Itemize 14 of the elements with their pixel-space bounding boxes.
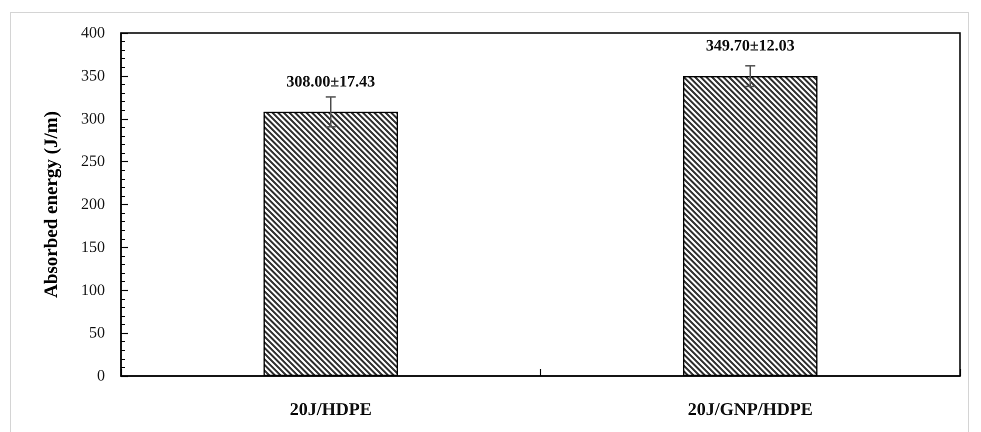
y-tick-label: 350 [81, 67, 105, 84]
y-tick-label: 100 [81, 282, 105, 299]
y-tick-label: 300 [81, 110, 105, 128]
y-axis-title: Absorbed energy (J/m) [41, 111, 62, 298]
y-tick-label: 150 [81, 238, 105, 256]
data-label: 349.70±12.03 [706, 38, 795, 55]
y-tick-label: 250 [81, 153, 105, 170]
y-tick-label: 400 [81, 24, 105, 42]
y-tick-label: 0 [97, 368, 105, 384]
data-label: 308.00±17.43 [286, 73, 376, 90]
y-tick-label: 200 [81, 196, 105, 213]
x-tick-label: 20J/HDPE [290, 399, 372, 419]
y-tick-label: 50 [89, 324, 105, 342]
x-tick-label: 20J/GNP/HDPE [688, 399, 813, 419]
